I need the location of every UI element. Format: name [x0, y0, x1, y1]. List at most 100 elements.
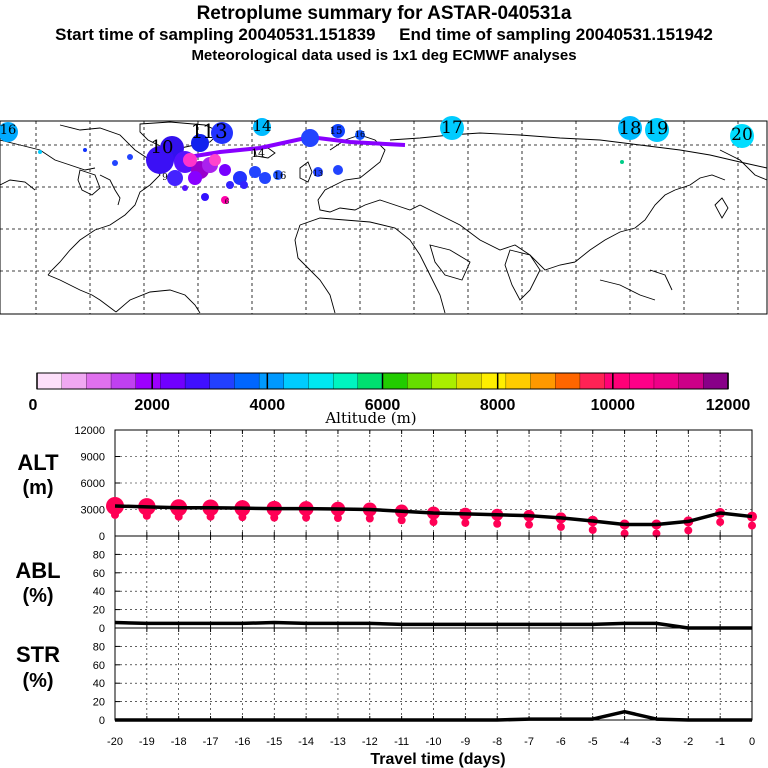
plume-blob	[183, 153, 197, 167]
plume-blob	[618, 116, 642, 140]
map-frame	[0, 120, 768, 315]
plume-day-label: 6	[225, 198, 230, 206]
y-tick-label: 60	[93, 568, 105, 580]
colorbar-cell	[283, 372, 310, 390]
colorbar-tick-label: 4000	[250, 397, 286, 414]
colorbar-tick-label: 12000	[706, 397, 751, 414]
plume-blob	[331, 124, 345, 138]
colorbar-cell	[579, 372, 606, 390]
plume-blob	[191, 134, 209, 152]
colorbar-cell	[332, 372, 359, 390]
alt-marker-secondary	[270, 513, 279, 522]
panel-ylabel: STR	[16, 642, 60, 667]
y-tick-label: 20	[93, 697, 105, 709]
plume-blob	[301, 129, 319, 147]
plume-blob	[645, 118, 669, 142]
alt-marker-secondary	[302, 513, 311, 522]
plume-blob	[226, 181, 234, 189]
alt-marker-secondary	[429, 518, 438, 527]
plume-blob	[201, 193, 209, 201]
panel-abl: 0 20 40 60 80 ABL(%)	[15, 535, 753, 635]
y-tick-label: 80	[93, 549, 105, 561]
colorbar-cell	[382, 372, 408, 390]
plume-blob	[146, 146, 174, 174]
plume-blob	[0, 122, 18, 142]
x-tick-label: 0	[749, 736, 755, 748]
plume-blob	[333, 165, 343, 175]
y-tick-label: 0	[99, 715, 105, 727]
colorbar-cell	[456, 372, 482, 390]
alt-marker-secondary	[206, 512, 215, 521]
colorbar-cell	[555, 372, 581, 390]
y-tick-label: 40	[93, 678, 105, 690]
plume-blob	[620, 160, 624, 164]
panel-yunit: (%)	[22, 585, 53, 607]
plume-day-label: 20	[731, 125, 753, 145]
colorbar-tick-label: 6000	[365, 397, 401, 414]
panel-yunit: (%)	[22, 670, 53, 692]
plume-blob	[219, 164, 231, 176]
alt-marker-secondary	[525, 520, 534, 529]
plume-day-label: 16	[355, 130, 365, 139]
sampling-start: Start time of sampling 20040531.151839	[55, 25, 376, 44]
plume-day-label: 18	[619, 118, 642, 139]
altitude-colorbar: 0 2000 4000 6000 8000 10000 12000 Altitude (m)	[29, 372, 751, 427]
plume-day-label: 16	[0, 123, 16, 138]
plume-blob	[188, 171, 202, 185]
colorbar-cell	[505, 372, 532, 390]
plume-blob	[83, 148, 87, 152]
series-line-abl	[114, 620, 752, 630]
panel-ylabel: ABL	[15, 558, 60, 583]
y-tick-label: 40	[93, 586, 105, 598]
colorbar-tick-label: 2000	[134, 397, 170, 414]
alt-marker-secondary	[365, 514, 374, 523]
y-tick-label: 20	[93, 605, 105, 617]
y-tick-label: 60	[93, 660, 105, 672]
plume-day-label: 1	[191, 119, 204, 143]
colorbar-cell	[357, 372, 384, 390]
y-tick-label: 12000	[74, 425, 105, 437]
colorbar-tick-label: 8000	[480, 397, 516, 414]
y-tick-label: 80	[93, 641, 105, 653]
plume-day-label: 14	[251, 147, 265, 160]
panel-alt: 0 3000 6000 9000 12000 ALT(m)	[17, 425, 757, 543]
x-tick-label: -9	[460, 736, 470, 748]
colorbar-cell	[135, 372, 162, 390]
series-line-str	[115, 709, 752, 722]
panel-yunit: (m)	[22, 477, 53, 499]
alt-marker-secondary	[684, 526, 693, 535]
alt-marker-secondary	[461, 518, 470, 527]
x-tick-label: -5	[588, 736, 598, 748]
colorbar-cell	[61, 372, 88, 390]
colorbar-cell	[431, 372, 458, 390]
x-tick-label: -17	[203, 736, 219, 748]
colorbar-tick-label: 10000	[591, 397, 636, 414]
colorbar-cell	[258, 372, 285, 390]
alt-marker-secondary	[493, 519, 502, 528]
y-tick-label: 9000	[81, 452, 105, 464]
x-tick-label: -19	[139, 736, 155, 748]
x-tick-label: -8	[492, 736, 502, 748]
plume-day-label: 15	[330, 126, 343, 137]
plume-blob	[355, 130, 365, 140]
plume-day-label: 10	[151, 137, 174, 158]
plume-blob	[112, 160, 118, 166]
x-tick-label: -1	[715, 736, 725, 748]
plume-blob	[221, 196, 229, 204]
y-tick-label: 3000	[81, 505, 105, 517]
colorbar-cell	[234, 372, 260, 390]
colorbar-cell	[110, 372, 137, 390]
colorbar-label: Altitude (m)	[324, 409, 416, 427]
x-tick-label: -4	[620, 736, 630, 748]
colorbar-cell	[86, 372, 112, 390]
plume-positions	[0, 116, 754, 204]
x-tick-label: -16	[234, 736, 250, 748]
y-tick-label: 6000	[81, 478, 105, 490]
x-tick-label: -18	[171, 736, 187, 748]
alt-marker-secondary	[397, 516, 406, 525]
plume-day-label: 14	[252, 117, 271, 135]
alt-marker-secondary	[111, 510, 119, 519]
plume-blob	[273, 170, 283, 180]
plume-blob	[167, 170, 183, 186]
